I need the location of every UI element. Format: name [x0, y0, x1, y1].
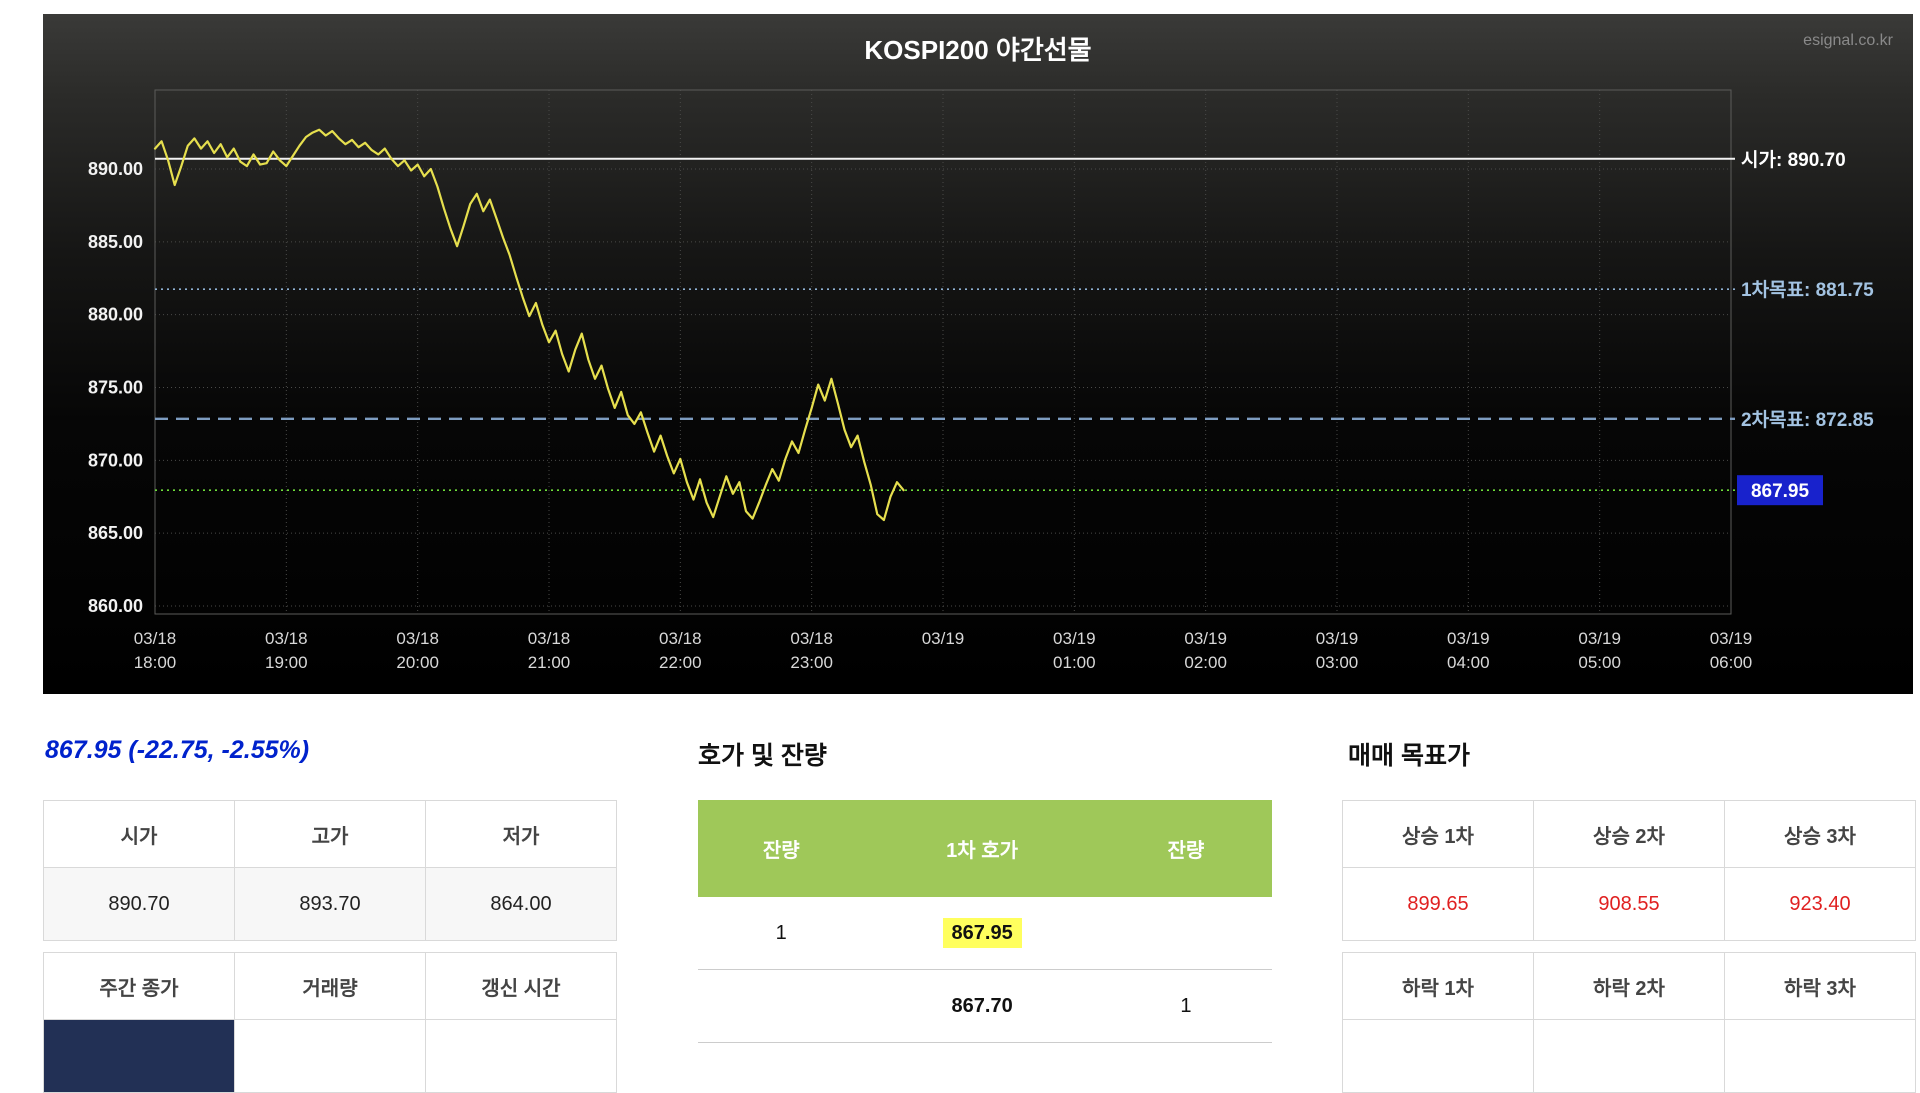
- weekly-header-row: 주간 종가 거래량 갱신 시간: [43, 952, 617, 1020]
- orderbook-row: 867.70 1: [698, 969, 1272, 1043]
- up-targets-table: 상승 1차 상승 2차 상승 3차 899.65 908.55 923.40: [1342, 800, 1916, 941]
- x-tick-date-label: 03/19: [1447, 629, 1490, 648]
- down-target-2-value: [1533, 1019, 1725, 1093]
- up-targets-value-row: 899.65 908.55 923.40: [1342, 867, 1916, 941]
- x-tick-date-label: 03/19: [1578, 629, 1621, 648]
- x-tick-date-label: 03/18: [134, 629, 177, 648]
- up-target-1-value: 899.65: [1342, 867, 1534, 941]
- highlighted-price: 867.95: [942, 917, 1022, 948]
- ask-qty-value: 1: [1099, 969, 1272, 1043]
- current-price-badge: [1737, 475, 1823, 506]
- volume-value: [234, 1019, 426, 1093]
- weekly-close-value: [43, 1019, 235, 1093]
- x-tick-date-label: 03/18: [396, 629, 439, 648]
- x-tick-time-label: 06:00: [1710, 653, 1753, 672]
- ask-qty-header: 잔량: [1099, 800, 1272, 897]
- weekly-close-header: 주간 종가: [43, 952, 235, 1020]
- chart-panel: 03/18 18:00 03/18 19:00 03/18 20:00 03/18 21:00…: [43, 14, 1913, 694]
- bid-qty-value: [698, 969, 865, 1043]
- x-tick-time-label: 21:00: [528, 653, 571, 672]
- best-bid-price-cell: 867.70: [864, 969, 1100, 1043]
- y-tick-label: 870.00: [88, 450, 143, 470]
- bid-qty-header: 잔량: [698, 800, 865, 897]
- x-tick-time-label: 22:00: [659, 653, 702, 672]
- y-tick-label: 885.00: [88, 232, 143, 252]
- x-tick-time-label: 20:00: [396, 653, 439, 672]
- x-tick-date-label: 03/18: [790, 629, 833, 648]
- y-tick-label: 865.00: [88, 523, 143, 543]
- orderbook-table: 잔량 1차 호가 잔량 1 867.95 867.70 1: [698, 800, 1272, 1043]
- down-target-2-header: 하락 2차: [1533, 952, 1725, 1020]
- x-tick-time-label: 05:00: [1578, 653, 1621, 672]
- high-header: 고가: [234, 800, 426, 868]
- up-target-2-value: 908.55: [1533, 867, 1725, 941]
- x-tick-time-label: 02:00: [1184, 653, 1227, 672]
- down-target-3-header: 하락 3차: [1724, 952, 1916, 1020]
- x-tick-time-label: 04:00: [1447, 653, 1490, 672]
- reference-line-label: 시가: 890.70: [1741, 149, 1846, 171]
- x-tick-date-label: 03/18: [528, 629, 571, 648]
- chart-title: KOSPI200 야간선물: [864, 35, 1092, 65]
- update-time-value: [425, 1019, 617, 1093]
- price-chart: 03/18 18:00 03/18 19:00 03/18 20:00 03/18 21:00…: [88, 89, 1874, 672]
- x-tick-date-label: 03/19: [1184, 629, 1227, 648]
- ohl-header-row: 시가 고가 저가: [43, 800, 617, 868]
- ask-qty-value: [1099, 897, 1272, 970]
- orderbook-title: 호가 및 잔량: [698, 742, 827, 770]
- x-tick-date-label: 03/19: [1053, 629, 1096, 648]
- open-header: 시가: [43, 800, 235, 868]
- y-tick-label: 875.00: [88, 377, 143, 397]
- x-tick-date-label: 03/19: [1316, 629, 1359, 648]
- best-ask-price-cell: 867.95: [864, 897, 1100, 970]
- x-tick-time-label: 19:00: [265, 653, 308, 672]
- y-tick-label: 890.00: [88, 159, 143, 179]
- update-time-header: 갱신 시간: [425, 952, 617, 1020]
- down-target-3-value: [1724, 1019, 1916, 1093]
- up-target-2-header: 상승 2차: [1533, 800, 1725, 868]
- orderbook-header-row: 잔량 1차 호가 잔량: [698, 800, 1272, 897]
- x-tick-date-label: 03/18: [265, 629, 308, 648]
- x-tick-date-label: 03/19: [922, 629, 965, 648]
- up-target-3-value: 923.40: [1724, 867, 1916, 941]
- reference-line-label: 1차목표: 881.75: [1741, 279, 1874, 301]
- weekly-table: 주간 종가 거래량 갱신 시간: [43, 952, 617, 1093]
- high-value: 893.70: [234, 867, 426, 941]
- open-value: 890.70: [43, 867, 235, 941]
- ohl-value-row: 890.70 893.70 864.00: [43, 867, 617, 941]
- best-quote-header: 1차 호가: [864, 800, 1100, 897]
- low-value: 864.00: [425, 867, 617, 941]
- x-tick-date-label: 03/19: [1710, 629, 1753, 648]
- bid-qty-value: 1: [698, 897, 865, 970]
- up-targets-header-row: 상승 1차 상승 2차 상승 3차: [1342, 800, 1916, 868]
- orderbook-row: 1 867.95: [698, 897, 1272, 970]
- down-target-1-header: 하락 1차: [1342, 952, 1534, 1020]
- ohl-table: 시가 고가 저가 890.70 893.70 864.00: [43, 800, 617, 941]
- last-price-summary: 867.95 (-22.75, -2.55%): [45, 736, 310, 764]
- down-targets-table: 하락 1차 하락 2차 하락 3차: [1342, 952, 1916, 1093]
- x-tick-time-label: 03:00: [1316, 653, 1359, 672]
- volume-header: 거래량: [234, 952, 426, 1020]
- weekly-value-row: [43, 1019, 617, 1093]
- plot-border: [154, 89, 1732, 615]
- x-tick-time-label: 18:00: [134, 653, 177, 672]
- price-series-line: [153, 128, 905, 522]
- watermark-text: esignal.co.kr: [1803, 32, 1893, 49]
- y-tick-label: 860.00: [88, 596, 143, 616]
- current-price-label: 867.95: [1751, 481, 1810, 502]
- reference-line-label: 2차목표: 872.85: [1741, 409, 1874, 431]
- x-tick-date-label: 03/18: [659, 629, 702, 648]
- down-targets-value-row: [1342, 1019, 1916, 1093]
- targets-title: 매매 목표가: [1348, 742, 1470, 770]
- low-header: 저가: [425, 800, 617, 868]
- y-tick-label: 880.00: [88, 305, 143, 325]
- x-tick-time-label: 01:00: [1053, 653, 1096, 672]
- down-target-1-value: [1342, 1019, 1534, 1093]
- up-target-1-header: 상승 1차: [1342, 800, 1534, 868]
- down-targets-header-row: 하락 1차 하락 2차 하락 3차: [1342, 952, 1916, 1020]
- x-tick-time-label: 23:00: [790, 653, 833, 672]
- up-target-3-header: 상승 3차: [1724, 800, 1916, 868]
